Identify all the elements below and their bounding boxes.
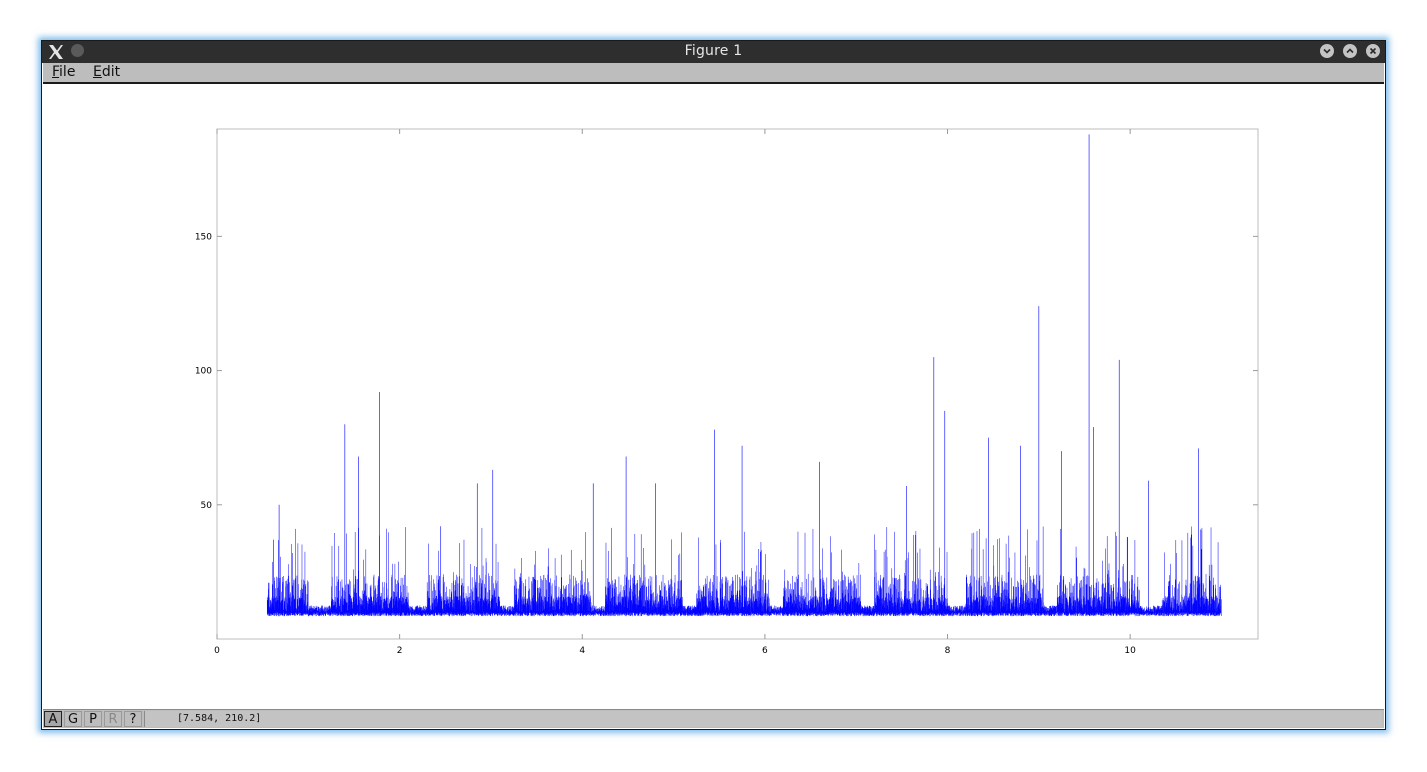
window-title: Figure 1: [684, 43, 743, 59]
menu-file[interactable]: File: [52, 64, 75, 80]
y-tick-label: 150: [195, 232, 212, 242]
tool-grid-button[interactable]: G: [64, 711, 82, 727]
y-tick-label: 100: [195, 367, 212, 377]
pin-icon[interactable]: [71, 44, 84, 57]
minimize-button[interactable]: [1320, 44, 1334, 58]
x-tick-label: 4: [579, 646, 585, 656]
menu-edit-label: dit: [101, 64, 121, 80]
menu-file-mnemonic: F: [52, 64, 60, 80]
menu-edit[interactable]: Edit: [93, 64, 120, 80]
y-tick-label: 50: [201, 501, 213, 511]
x-tick-label: 0: [214, 646, 220, 656]
x-tick-label: 8: [945, 646, 951, 656]
plot-area[interactable]: 0 2 4 6 8 10 50 100 150: [42, 84, 1385, 709]
chevron-down-icon: [1323, 48, 1331, 54]
x-tick-label: 10: [1124, 646, 1136, 656]
chart[interactable]: 0 2 4 6 8 10 50 100 150: [42, 84, 1385, 709]
tool-help-button[interactable]: ?: [124, 711, 142, 727]
x-tick-label: 6: [762, 646, 768, 656]
plot-frame: [216, 128, 1259, 640]
x-window-logo-icon[interactable]: [47, 43, 65, 61]
menu-bar: File Edit: [43, 63, 1384, 84]
status-bar: A G P R ? [7.584, 210.2]: [43, 709, 1384, 728]
cursor-coordinates: [7.584, 210.2]: [144, 711, 1382, 727]
tool-autoscale-button[interactable]: A: [44, 711, 62, 727]
menu-file-label: ile: [59, 64, 76, 80]
close-icon: [1369, 47, 1377, 55]
x-tick-label: 2: [397, 646, 403, 656]
title-bar[interactable]: Figure 1: [42, 41, 1385, 63]
maximize-button[interactable]: [1343, 44, 1357, 58]
menu-edit-mnemonic: E: [93, 64, 102, 80]
tool-rotate-button: R: [104, 711, 122, 727]
chevron-up-icon: [1346, 48, 1354, 54]
tool-pan-button[interactable]: P: [84, 711, 102, 727]
series-signal: [266, 526, 1222, 617]
figure-window: Figure 1 File Edit 0 2 4 6 8 10 50 100 150 A G P…: [41, 40, 1386, 730]
close-button[interactable]: [1366, 44, 1380, 58]
